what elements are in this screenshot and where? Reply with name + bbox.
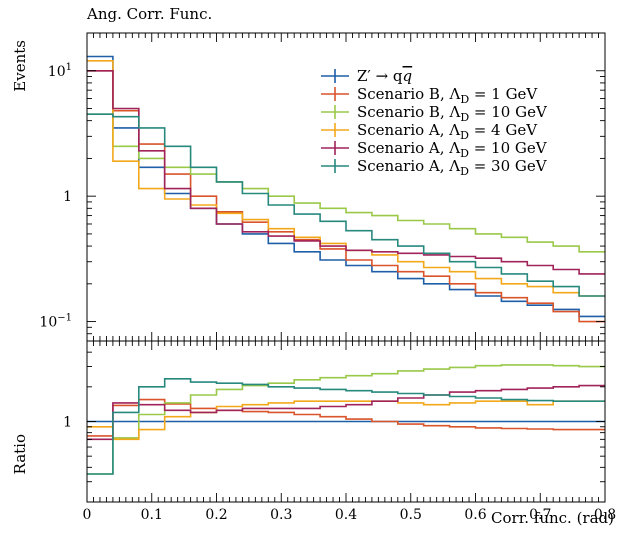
x-tick-label: 0.7 [529,507,551,523]
legend-label-3: Scenario A, ΛD = 4 GeV [357,121,538,142]
axes-group: 0 0.1 0.2 0.3 0.4 0.5 0.6 0.7 0.8 10−1 1 101 1 [39,32,616,523]
series-line-main-0 [87,55,605,318]
series-line-main-1 [87,70,605,323]
series-line-ratio-1 [87,398,605,437]
legend-label-4: Scenario A, ΛD = 10 GeV [357,139,548,160]
main-y-tick-label: 10−1 [39,313,72,331]
main-series-group [87,55,605,323]
main-y-tick-label: 1 [63,189,72,205]
x-tick-label: 0.2 [205,507,227,523]
series-line-ratio-5 [87,378,605,475]
series-line-ratio-3 [87,400,605,441]
main-y-tick-label: 101 [48,62,72,80]
x-axis-label: Corr. func. (rad) [491,509,614,527]
legend-label-5: Scenario A, ΛD = 30 GeV [357,157,548,178]
x-tick-label: 0.5 [400,507,422,523]
y-axis-label-ratio: Ratio [11,434,29,474]
series-line-main-4 [87,70,605,275]
legend-label-1: Scenario B, ΛD = 1 GeV [357,85,538,106]
chart-title: Ang. Corr. Func. [86,5,212,23]
legend-label-0: Z′ → qq [357,67,412,85]
x-tick-label: 0.8 [594,507,616,523]
series-line-ratio-4 [87,384,605,441]
x-tick-label: 0.3 [270,507,292,523]
series-line-main-2 [87,113,605,253]
x-tick-label: 0 [83,507,92,523]
y-axis-label-main: Events [11,40,29,92]
ratio-series-group [87,364,605,475]
ratio-y-tick-label: 1 [63,415,72,431]
series-line-main-5 [87,113,605,297]
x-tick-label: 0.6 [464,507,486,523]
x-tick-label: 0.1 [141,507,163,523]
series-line-ratio-2 [87,364,605,475]
legend-label-2: Scenario B, ΛD = 10 GeV [357,103,548,124]
x-tick-label: 0.4 [335,507,357,523]
